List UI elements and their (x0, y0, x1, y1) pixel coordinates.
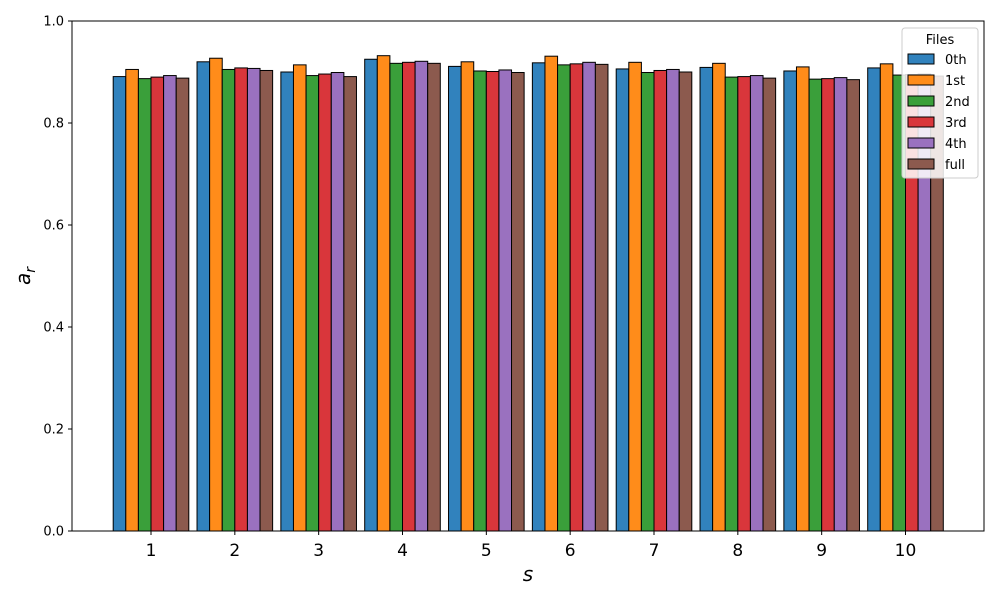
bar-full-3 (343, 76, 357, 532)
bar-full-4 (427, 62, 441, 532)
bar-0th-7 (615, 68, 630, 532)
bar-1st-5 (460, 61, 475, 532)
bar-0th-2 (196, 61, 211, 532)
bars-group (112, 55, 944, 532)
y-tick-label: 1.0 (43, 15, 64, 30)
bar-1st-8 (712, 62, 726, 532)
bar-1st-3 (292, 64, 307, 532)
bar-2nd-1 (137, 78, 152, 532)
bar-2nd-7 (640, 72, 655, 532)
bar-1st-4 (376, 55, 391, 532)
bar-0th-9 (783, 70, 797, 532)
bar-0th-1 (112, 76, 127, 532)
bar-0th-10 (867, 67, 881, 532)
bar-2nd-4 (389, 62, 403, 532)
bar-1st-6 (544, 55, 559, 532)
bar-3rd-4 (402, 61, 416, 532)
legend-swatch-4th (907, 137, 935, 149)
y-tick-label: 0.0 (43, 525, 64, 540)
y-axis-label-subscript: r (23, 266, 39, 273)
bar-3rd-3 (318, 73, 332, 532)
bar-3rd-2 (234, 67, 248, 532)
bar-full-8 (762, 77, 777, 532)
y-tick-label: 0.4 (43, 321, 64, 336)
y-tick-label: 0.6 (43, 219, 64, 234)
bar-4th-2 (246, 67, 261, 532)
bar-0th-3 (280, 71, 294, 532)
bar-full-1 (175, 77, 190, 532)
bar-1st-7 (628, 61, 642, 532)
bar-2nd-9 (808, 78, 823, 532)
bar-2nd-2 (221, 68, 236, 532)
bar-4th-1 (163, 75, 177, 532)
y-tick-label: 0.8 (43, 117, 64, 132)
bar-full-6 (594, 63, 609, 532)
plot-frame (71, 20, 985, 532)
bar-0th-6 (531, 62, 546, 532)
x-tick-label: 1 (146, 541, 157, 561)
x-axis: 1 2 3 4 5 6 7 8 9 10 (146, 531, 917, 561)
bar-1st-2 (209, 57, 223, 532)
x-tick-label: 5 (481, 541, 492, 561)
bar-4th-9 (833, 77, 848, 532)
y-axis-label: ar (11, 266, 39, 285)
x-tick-label: 3 (313, 541, 324, 561)
bar-full-7 (678, 71, 693, 532)
bar-1st-9 (795, 66, 810, 532)
legend-label-1st: 1st (945, 74, 965, 89)
legend-label-4th: 4th (945, 137, 967, 152)
legend-title: Files (926, 33, 955, 48)
bar-4th-3 (330, 72, 345, 532)
bar-2nd-8 (724, 76, 739, 532)
x-tick-label: 8 (732, 541, 743, 561)
bar-4th-8 (749, 75, 764, 532)
bar-1st-10 (879, 63, 894, 532)
legend-swatch-1st (907, 74, 935, 86)
bar-0th-5 (448, 65, 462, 532)
bar-3rd-5 (485, 70, 500, 532)
bar-4th-7 (666, 68, 680, 532)
y-axis-label-main: a (11, 273, 35, 285)
x-axis-label: s (523, 562, 533, 586)
bar-3rd-8 (737, 76, 751, 532)
bar-2nd-5 (473, 70, 487, 532)
legend-label-3rd: 3rd (945, 116, 967, 131)
legend-label-0th: 0th (945, 53, 967, 68)
legend-swatch-2nd (907, 95, 935, 107)
bar-full-2 (259, 69, 274, 532)
bar-3rd-6 (569, 63, 584, 532)
bar-1st-1 (125, 68, 139, 532)
bar-2nd-6 (557, 64, 571, 532)
bar-4th-4 (414, 60, 429, 532)
bar-full-5 (511, 72, 525, 532)
legend-swatch-3rd (907, 116, 935, 128)
bar-2nd-3 (305, 75, 320, 532)
x-tick-label: 9 (816, 541, 827, 561)
bar-0th-8 (699, 66, 714, 532)
y-axis: 0.0 0.2 0.4 0.6 0.8 1.0 (43, 15, 72, 540)
legend-label-2nd: 2nd (945, 95, 970, 110)
x-tick-label: 2 (229, 541, 240, 561)
legend: Files 0th 1st 2nd 3rd 4th full (901, 27, 979, 179)
bar-4th-6 (582, 61, 596, 532)
legend-label-full: full (945, 158, 965, 173)
bar-full-9 (846, 79, 860, 532)
bar-3rd-7 (653, 69, 668, 532)
y-tick-label: 0.2 (43, 423, 64, 438)
bar-0th-4 (364, 58, 378, 532)
bar-3rd-1 (150, 76, 165, 532)
legend-swatch-0th (907, 53, 935, 65)
x-tick-label: 6 (565, 541, 576, 561)
bar-3rd-9 (821, 78, 835, 532)
x-tick-label: 4 (397, 541, 408, 561)
x-tick-label: 10 (895, 541, 917, 561)
bar-4th-5 (498, 69, 513, 532)
legend-swatch-full (907, 158, 935, 170)
x-tick-label: 7 (649, 541, 660, 561)
